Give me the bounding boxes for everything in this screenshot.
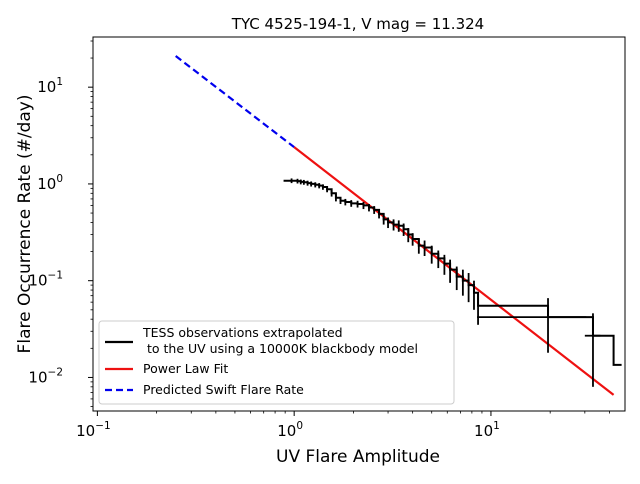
plot-frame bbox=[92, 36, 626, 412]
x-tick-label: 10−1 bbox=[76, 420, 111, 440]
y-tick-label: 101 bbox=[37, 76, 63, 96]
x-axis-label: UV Flare Amplitude bbox=[276, 447, 440, 467]
legend-label-swift: Predicted Swift Flare Rate bbox=[143, 382, 304, 397]
x-tick-label: 101 bbox=[474, 420, 500, 440]
y-tick-label: 100 bbox=[37, 173, 63, 193]
legend-label-tess-line2: to the UV using a 10000K blackbody model bbox=[143, 341, 418, 356]
swift-prediction-line bbox=[175, 55, 295, 149]
legend: TESS observations extrapolated to the UV… bbox=[98, 320, 455, 405]
x-tick-label: 100 bbox=[277, 420, 303, 440]
legend-label-tess-line1: TESS observations extrapolated bbox=[142, 325, 343, 340]
legend-label-power-law: Power Law Fit bbox=[143, 361, 228, 376]
data-layer bbox=[175, 55, 622, 396]
legend-box bbox=[98, 320, 455, 405]
y-axis-label: Flare Occurrence Rate (#/day) bbox=[15, 95, 35, 354]
y-tick-label: 10−2 bbox=[28, 366, 63, 386]
power-law-line bbox=[293, 146, 615, 396]
chart-title: TYC 4525-194-1, V mag = 11.324 bbox=[231, 15, 484, 33]
